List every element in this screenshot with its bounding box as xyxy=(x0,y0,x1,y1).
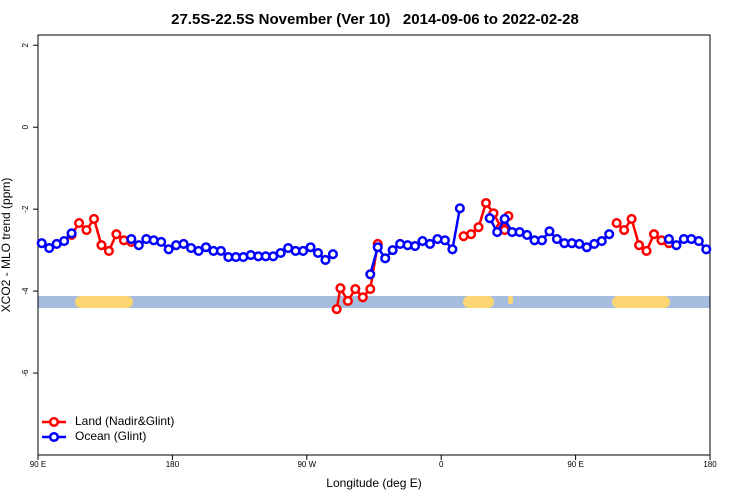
series-marker xyxy=(335,283,346,294)
series-marker xyxy=(473,222,484,233)
legend-label: Land (Nadir&Glint) xyxy=(75,414,174,428)
series-marker xyxy=(320,254,331,266)
series-marker xyxy=(387,245,398,256)
series-marker xyxy=(126,234,137,245)
series-marker xyxy=(59,236,70,247)
y-tick-label: 0 xyxy=(21,124,30,129)
series-marker xyxy=(439,235,450,246)
land-strip xyxy=(612,296,670,308)
series-marker xyxy=(454,203,465,214)
series-marker xyxy=(156,236,167,247)
series-marker xyxy=(701,244,712,255)
series-marker xyxy=(66,228,77,239)
legend-label: Ocean (Glint) xyxy=(75,429,146,443)
series-marker xyxy=(178,238,189,250)
series-marker xyxy=(380,253,391,264)
legend-marker xyxy=(48,431,60,443)
series-marker xyxy=(626,213,637,225)
land-ocean-strip xyxy=(38,296,710,308)
series-marker xyxy=(331,304,342,315)
y-tick-label: -2 xyxy=(21,205,30,213)
series-marker xyxy=(193,245,204,256)
series-marker xyxy=(648,229,660,240)
series-marker xyxy=(424,238,436,250)
series-marker xyxy=(663,234,674,245)
series-marker xyxy=(298,245,309,256)
series-marker xyxy=(88,213,100,225)
series-marker xyxy=(81,224,92,236)
series-marker xyxy=(611,218,622,229)
y-tick-label: 2 xyxy=(21,42,30,47)
series-marker xyxy=(215,245,226,256)
x-tick-label: 0 xyxy=(439,460,444,469)
chart-title: 27.5S-22.5S November (Ver 10) 2014-09-06… xyxy=(171,11,579,28)
series-marker xyxy=(133,240,144,251)
x-tick-label: 180 xyxy=(166,460,180,469)
series-marker xyxy=(365,283,376,295)
series-marker xyxy=(342,295,353,306)
series-marker xyxy=(357,292,368,303)
land-strip xyxy=(463,296,494,308)
legend-marker xyxy=(48,416,60,428)
series-marker xyxy=(350,283,361,295)
series-marker xyxy=(551,234,562,245)
series-marker xyxy=(480,197,492,209)
x-tick-label: 90 E xyxy=(567,460,583,469)
series-marker xyxy=(466,229,477,240)
land-strip xyxy=(75,296,133,308)
x-axis-label: Longitude (deg E) xyxy=(326,476,421,490)
series-marker xyxy=(200,242,212,253)
series-marker xyxy=(484,213,495,224)
series-marker xyxy=(365,269,376,280)
ocean-strip xyxy=(38,296,710,308)
series-marker xyxy=(492,227,503,238)
series-marker xyxy=(544,226,555,237)
series-marker xyxy=(596,236,607,247)
x-tick-label: 180 xyxy=(703,460,717,469)
series-marker xyxy=(536,235,548,246)
series-marker xyxy=(447,244,458,255)
series-marker xyxy=(671,240,682,251)
series-marker xyxy=(410,240,421,252)
y-tick-label: -4 xyxy=(21,287,30,295)
series-marker xyxy=(499,213,510,225)
x-tick-label: 90 W xyxy=(297,460,316,469)
series-marker xyxy=(604,229,615,240)
series-marker xyxy=(275,247,286,259)
series-marker xyxy=(305,242,316,253)
series-marker xyxy=(312,247,324,259)
series-marker xyxy=(327,249,338,260)
y-tick-label: -6 xyxy=(21,369,30,377)
series-marker xyxy=(103,245,114,256)
series-marker xyxy=(111,229,122,240)
series-marker xyxy=(163,244,174,255)
series-marker xyxy=(74,218,85,229)
x-tick-label: 90 E xyxy=(30,460,46,469)
land-strip xyxy=(508,296,513,304)
series-marker xyxy=(641,245,652,256)
series-marker xyxy=(634,240,645,251)
series-marker xyxy=(693,236,704,247)
y-axis-label: XCO2 - MLO trend (ppm) xyxy=(0,178,13,313)
series-marker xyxy=(36,238,47,249)
series-marker xyxy=(619,224,630,236)
series-marker xyxy=(522,229,533,241)
series-marker xyxy=(372,242,383,253)
series-marker xyxy=(44,243,55,254)
series-marker xyxy=(96,240,107,251)
